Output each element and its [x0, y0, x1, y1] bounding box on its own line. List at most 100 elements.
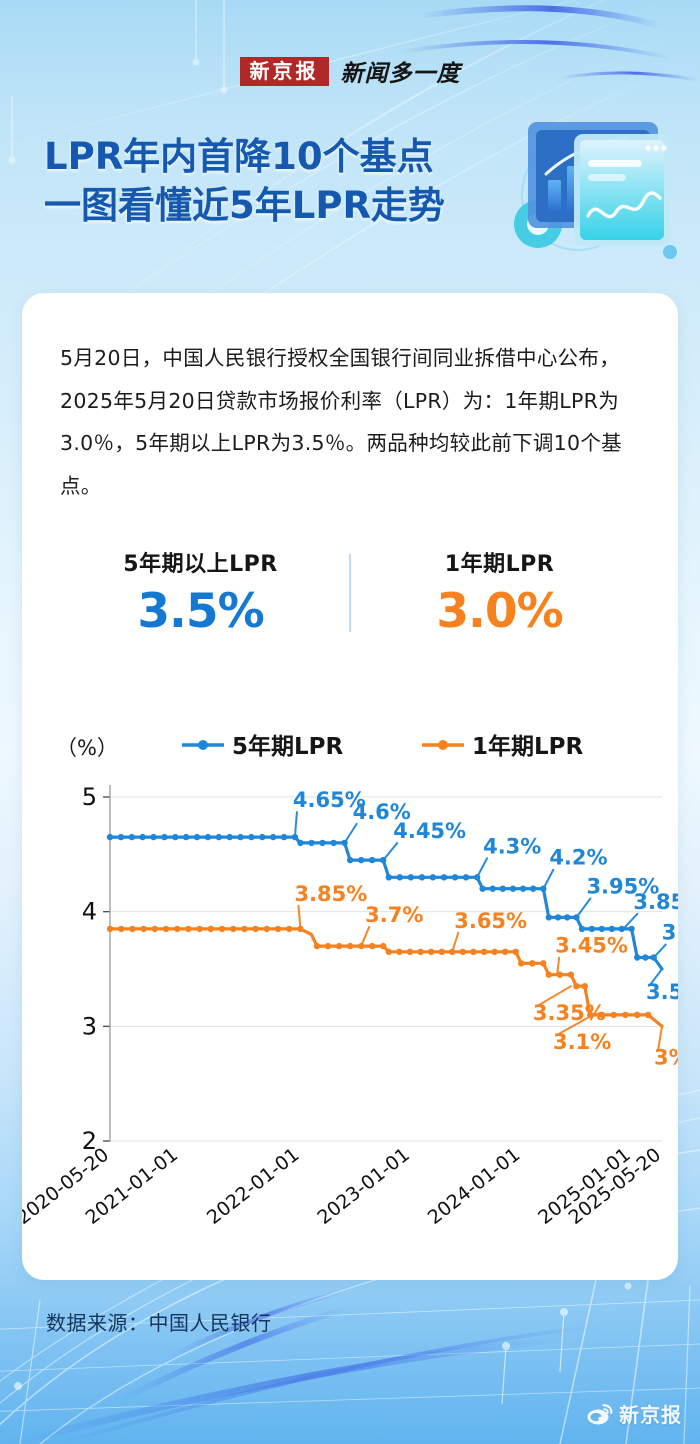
kpi-divider [349, 553, 351, 632]
data-point [196, 925, 203, 933]
data-point [193, 833, 201, 841]
legend-label: 1年期LPR [472, 733, 584, 760]
data-point [117, 833, 125, 841]
data-label: 4.2% [549, 846, 607, 870]
x-tick-label: 2024-01-01 [424, 1144, 525, 1229]
data-point [118, 925, 125, 933]
data-point [280, 833, 288, 841]
data-point [530, 885, 537, 892]
data-point [645, 1011, 652, 1019]
legend-label: 5年期LPR [232, 733, 344, 760]
kpi-5-year-label: 5年期以上LPR [123, 552, 278, 577]
data-point [518, 960, 525, 967]
data-point [545, 914, 552, 921]
data-label: 3.65% [454, 909, 527, 933]
summary-paragraph: 5月20日，中国人民银行授权全国银行间同业拆借中心公布，2025年5月20日贷款… [60, 346, 622, 498]
data-point [161, 833, 168, 841]
data-point [529, 960, 536, 967]
legend-marker [198, 740, 208, 750]
label-leader [622, 912, 639, 930]
data-point [237, 833, 244, 841]
label-leader [575, 897, 592, 919]
x-tick-label: 2022-01-01 [203, 1144, 304, 1229]
data-point [128, 833, 135, 841]
data-point [215, 833, 222, 841]
data-point [297, 839, 304, 847]
data-point [622, 1011, 629, 1019]
data-point [346, 942, 354, 950]
data-point [573, 983, 580, 990]
label-leader [293, 811, 298, 839]
data-point [499, 885, 506, 892]
data-point [578, 925, 586, 933]
data-point [438, 948, 445, 955]
data-point [519, 885, 527, 892]
data-point [248, 833, 255, 841]
data-label: 3.85% [294, 882, 367, 906]
data-point [151, 925, 158, 933]
svg-text:2024-01-01: 2024-01-01 [424, 1144, 525, 1229]
data-label: 4.65% [293, 788, 366, 812]
data-point [330, 839, 337, 847]
label-leader [476, 857, 489, 879]
data-point [554, 914, 562, 921]
data-point [588, 925, 596, 933]
label-leader [652, 943, 667, 959]
y-tick-label: 3 [82, 1012, 97, 1040]
data-point [106, 925, 114, 933]
data-point [462, 874, 470, 881]
lpr-trend-chart: （%） 5年期LPR 1年期LPR 2 3 4 5 2020-05-20 2021-01-01 2… [22, 705, 678, 1245]
data-point [129, 925, 136, 933]
y-tick-label: 5 [82, 783, 97, 811]
chart-unit-label: （%） [56, 736, 118, 760]
data-point [459, 948, 466, 955]
data-point [139, 833, 146, 841]
kpi-1-year-label: 1年期LPR [444, 552, 555, 577]
data-point [567, 971, 575, 978]
data-label: 3.85% [633, 890, 678, 914]
data-point [608, 925, 615, 933]
data-point [427, 948, 435, 955]
data-point [491, 948, 498, 955]
data-point [501, 948, 509, 955]
data-point [618, 925, 625, 933]
svg-text:2022-01-01: 2022-01-01 [203, 1144, 304, 1229]
data-point [417, 948, 424, 955]
label-leader [297, 904, 302, 930]
data-point [429, 874, 437, 881]
data-point [369, 942, 376, 950]
data-point [324, 942, 332, 950]
data-point [385, 874, 392, 881]
data-point [369, 856, 376, 864]
data-point [308, 839, 315, 847]
data-label: 3.45% [555, 934, 628, 958]
data-point [396, 948, 403, 955]
data-point [396, 874, 403, 881]
data-label: 4.3% [483, 834, 541, 858]
data-point [335, 942, 343, 950]
data-point [380, 942, 387, 950]
data-point [218, 925, 226, 933]
kpi-1-year-value: 3.0% [436, 584, 563, 639]
data-point [407, 874, 414, 881]
data-point [241, 925, 248, 933]
label-leader [657, 1025, 663, 1052]
data-point [204, 833, 212, 841]
data-point [479, 885, 486, 892]
data-point [346, 856, 354, 864]
publisher-logo-badge: 新京报 [239, 56, 329, 86]
data-point [610, 1011, 617, 1019]
data-point [207, 925, 214, 933]
data-point [489, 885, 496, 892]
data-point [418, 874, 426, 881]
label-leader [382, 842, 399, 862]
data-point [440, 874, 448, 881]
data-point [358, 856, 365, 864]
data-point [259, 833, 266, 841]
hero-title-line-1: LPR年内首降10个基点 [44, 135, 434, 178]
data-point [540, 960, 547, 967]
data-point [480, 948, 488, 955]
data-point [150, 833, 157, 841]
watermark-label: 新京报 [619, 1403, 682, 1427]
